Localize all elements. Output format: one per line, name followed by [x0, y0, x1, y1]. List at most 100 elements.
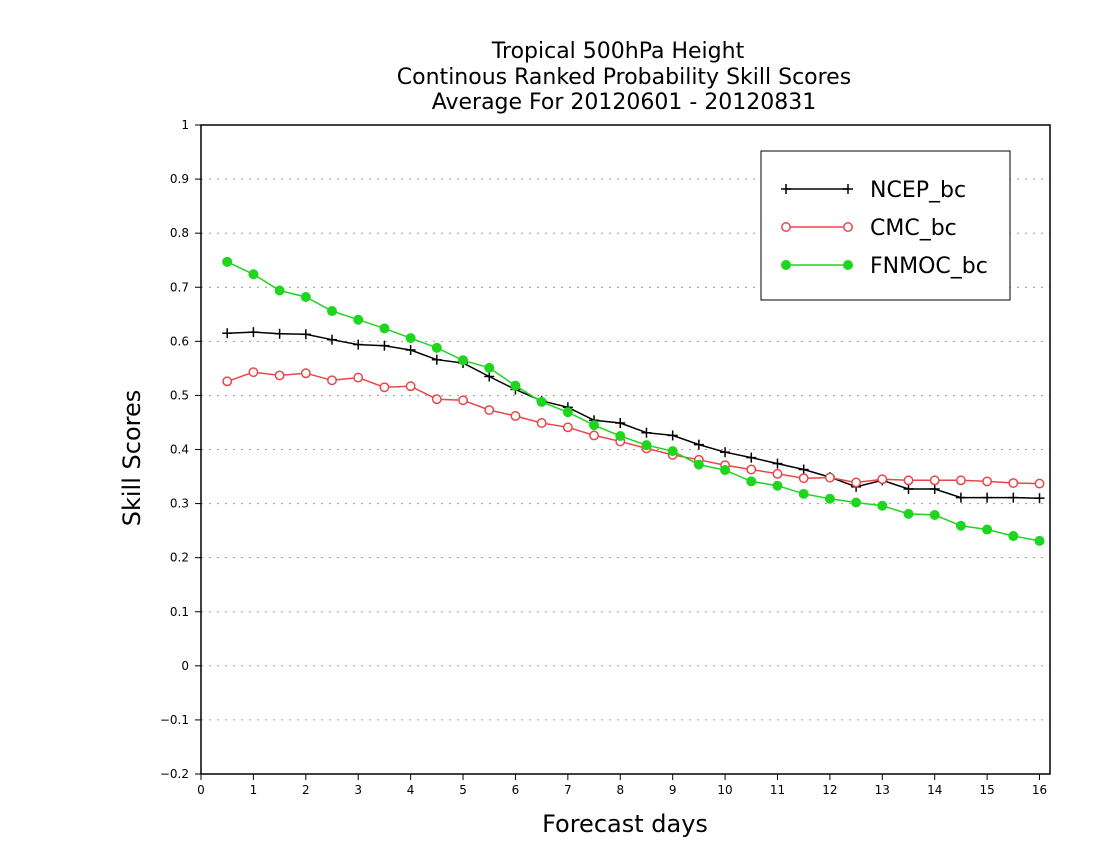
- data-point-cmc-bc-9: [458, 395, 468, 406]
- x-tick-label-7: 7: [564, 783, 572, 797]
- data-point-cmc-bc-14: [589, 430, 600, 441]
- data-point-cmc-bc-12: [536, 418, 547, 428]
- data-point-fnmoc-bc-0: [222, 256, 233, 267]
- x-tick-label-0: 0: [197, 783, 205, 797]
- x-tick-label-11: 11: [770, 783, 785, 797]
- series-line-fnmoc-bc: [226, 261, 1040, 542]
- data-point-ncep-bc-29: [982, 492, 993, 503]
- x-tick-label-10: 10: [717, 783, 732, 797]
- x-tick-label-9: 9: [669, 783, 677, 797]
- data-point-fnmoc-bc-16: [641, 440, 652, 451]
- y-tick-label-11: 0.9: [170, 172, 189, 186]
- data-point-cmc-bc-4: [327, 375, 337, 386]
- data-point-cmc-bc-29: [982, 476, 993, 487]
- data-point-cmc-bc-31: [1034, 478, 1045, 489]
- data-point-ncep-bc-28: [955, 492, 966, 503]
- data-point-cmc-bc-7: [405, 381, 416, 392]
- data-point-cmc-bc-27: [929, 475, 940, 486]
- data-point-cmc-bc-0: [222, 376, 233, 387]
- data-point-fnmoc-bc-28: [955, 520, 966, 531]
- data-point-ncep-bc-30: [1008, 492, 1019, 503]
- data-point-ncep-bc-1: [248, 327, 259, 338]
- chart-title-line-2: Continous Ranked Probability Skill Score…: [397, 65, 851, 90]
- data-point-ncep-bc-2: [274, 328, 285, 339]
- data-point-fnmoc-bc-9: [458, 355, 469, 366]
- data-point-ncep-bc-5: [353, 339, 364, 350]
- chart-title-line-1: Tropical 500hPa Height: [491, 39, 745, 64]
- data-point-cmc-bc-11: [510, 411, 521, 421]
- legend-label-ncep-bc: NCEP_bc: [870, 178, 966, 203]
- data-point-fnmoc-bc-19: [720, 465, 731, 476]
- data-point-ncep-bc-18: [693, 439, 704, 450]
- legend-label-fnmoc-bc: FNMOC_bc: [870, 254, 988, 279]
- legend-marker-right-ncep-bc: [843, 184, 853, 194]
- legend-item-fnmoc-bc: FNMOC_bc: [781, 254, 988, 279]
- data-point-fnmoc-bc-17: [667, 446, 678, 457]
- data-point-fnmoc-bc-1: [248, 269, 259, 280]
- data-point-fnmoc-bc-20: [746, 476, 757, 487]
- data-point-ncep-bc-0: [222, 328, 233, 339]
- data-point-fnmoc-bc-21: [772, 480, 783, 491]
- data-point-ncep-bc-27: [929, 483, 940, 494]
- data-point-fnmoc-bc-10: [484, 362, 495, 373]
- x-tick-label-6: 6: [512, 783, 520, 797]
- x-tick-label-4: 4: [407, 783, 415, 797]
- data-point-fnmoc-bc-13: [562, 407, 573, 418]
- chart-title: Tropical 500hPa Height Continous Ranked …: [397, 39, 851, 115]
- y-tick-label-9: 0.7: [170, 280, 189, 294]
- data-point-fnmoc-bc-25: [877, 500, 888, 511]
- data-point-fnmoc-bc-18: [693, 459, 704, 470]
- y-tick-label-6: 0.4: [170, 443, 189, 457]
- y-axis-title: Skill Scores: [118, 390, 146, 527]
- data-point-ncep-bc-6: [379, 340, 390, 351]
- data-point-cmc-bc-28: [955, 475, 966, 486]
- data-point-fnmoc-bc-7: [405, 333, 416, 344]
- data-point-ncep-bc-20: [746, 452, 757, 463]
- data-point-fnmoc-bc-22: [798, 488, 809, 499]
- data-point-cmc-bc-30: [1008, 478, 1019, 488]
- y-tick-label-10: 0.8: [170, 226, 189, 240]
- y-tick-label-0: −0.2: [160, 767, 189, 781]
- data-point-fnmoc-bc-3: [300, 291, 311, 302]
- grid-lines: [201, 178, 1050, 721]
- data-point-cmc-bc-6: [379, 382, 390, 393]
- y-tick-label-12: 1: [181, 118, 189, 132]
- legend-item-ncep-bc: NCEP_bc: [781, 178, 966, 203]
- data-point-ncep-bc-19: [720, 447, 731, 458]
- data-point-ncep-bc-17: [667, 430, 678, 441]
- data-point-ncep-bc-26: [903, 483, 914, 494]
- data-point-cmc-bc-10: [484, 405, 495, 415]
- data-point-ncep-bc-31: [1034, 493, 1045, 504]
- data-point-cmc-bc-13: [562, 422, 573, 433]
- data-point-fnmoc-bc-24: [851, 497, 862, 508]
- data-point-fnmoc-bc-15: [615, 430, 626, 441]
- data-point-fnmoc-bc-11: [510, 380, 521, 391]
- series-layer: [222, 256, 1045, 546]
- data-point-ncep-bc-22: [798, 464, 809, 475]
- data-point-fnmoc-bc-23: [824, 493, 835, 504]
- series-ncep-bc: [222, 327, 1045, 504]
- data-point-fnmoc-bc-12: [536, 396, 547, 407]
- data-point-ncep-bc-16: [641, 427, 652, 438]
- legend-item-cmc-bc: CMC_bc: [781, 216, 957, 241]
- data-point-cmc-bc-20: [746, 464, 757, 475]
- data-point-ncep-bc-3: [300, 329, 311, 340]
- y-tick-label-1: −0.1: [160, 713, 189, 727]
- series-line-ncep-bc: [227, 331, 1040, 499]
- x-tick-label-15: 15: [979, 783, 994, 797]
- data-point-ncep-bc-15: [615, 417, 626, 428]
- data-point-ncep-bc-21: [772, 458, 783, 469]
- x-tick-label-13: 13: [875, 783, 890, 797]
- legend-label-cmc-bc: CMC_bc: [870, 216, 957, 241]
- data-point-ncep-bc-4: [327, 334, 338, 345]
- chart-title-line-3: Average For 20120601 - 20120831: [432, 90, 817, 115]
- y-tick-label-3: 0.1: [170, 605, 189, 619]
- data-point-fnmoc-bc-14: [589, 420, 600, 431]
- data-point-cmc-bc-26: [903, 475, 914, 486]
- x-tick-label-1: 1: [250, 783, 258, 797]
- x-tick-label-16: 16: [1032, 783, 1047, 797]
- data-point-cmc-bc-1: [248, 367, 259, 378]
- y-tick-label-4: 0.2: [170, 551, 189, 565]
